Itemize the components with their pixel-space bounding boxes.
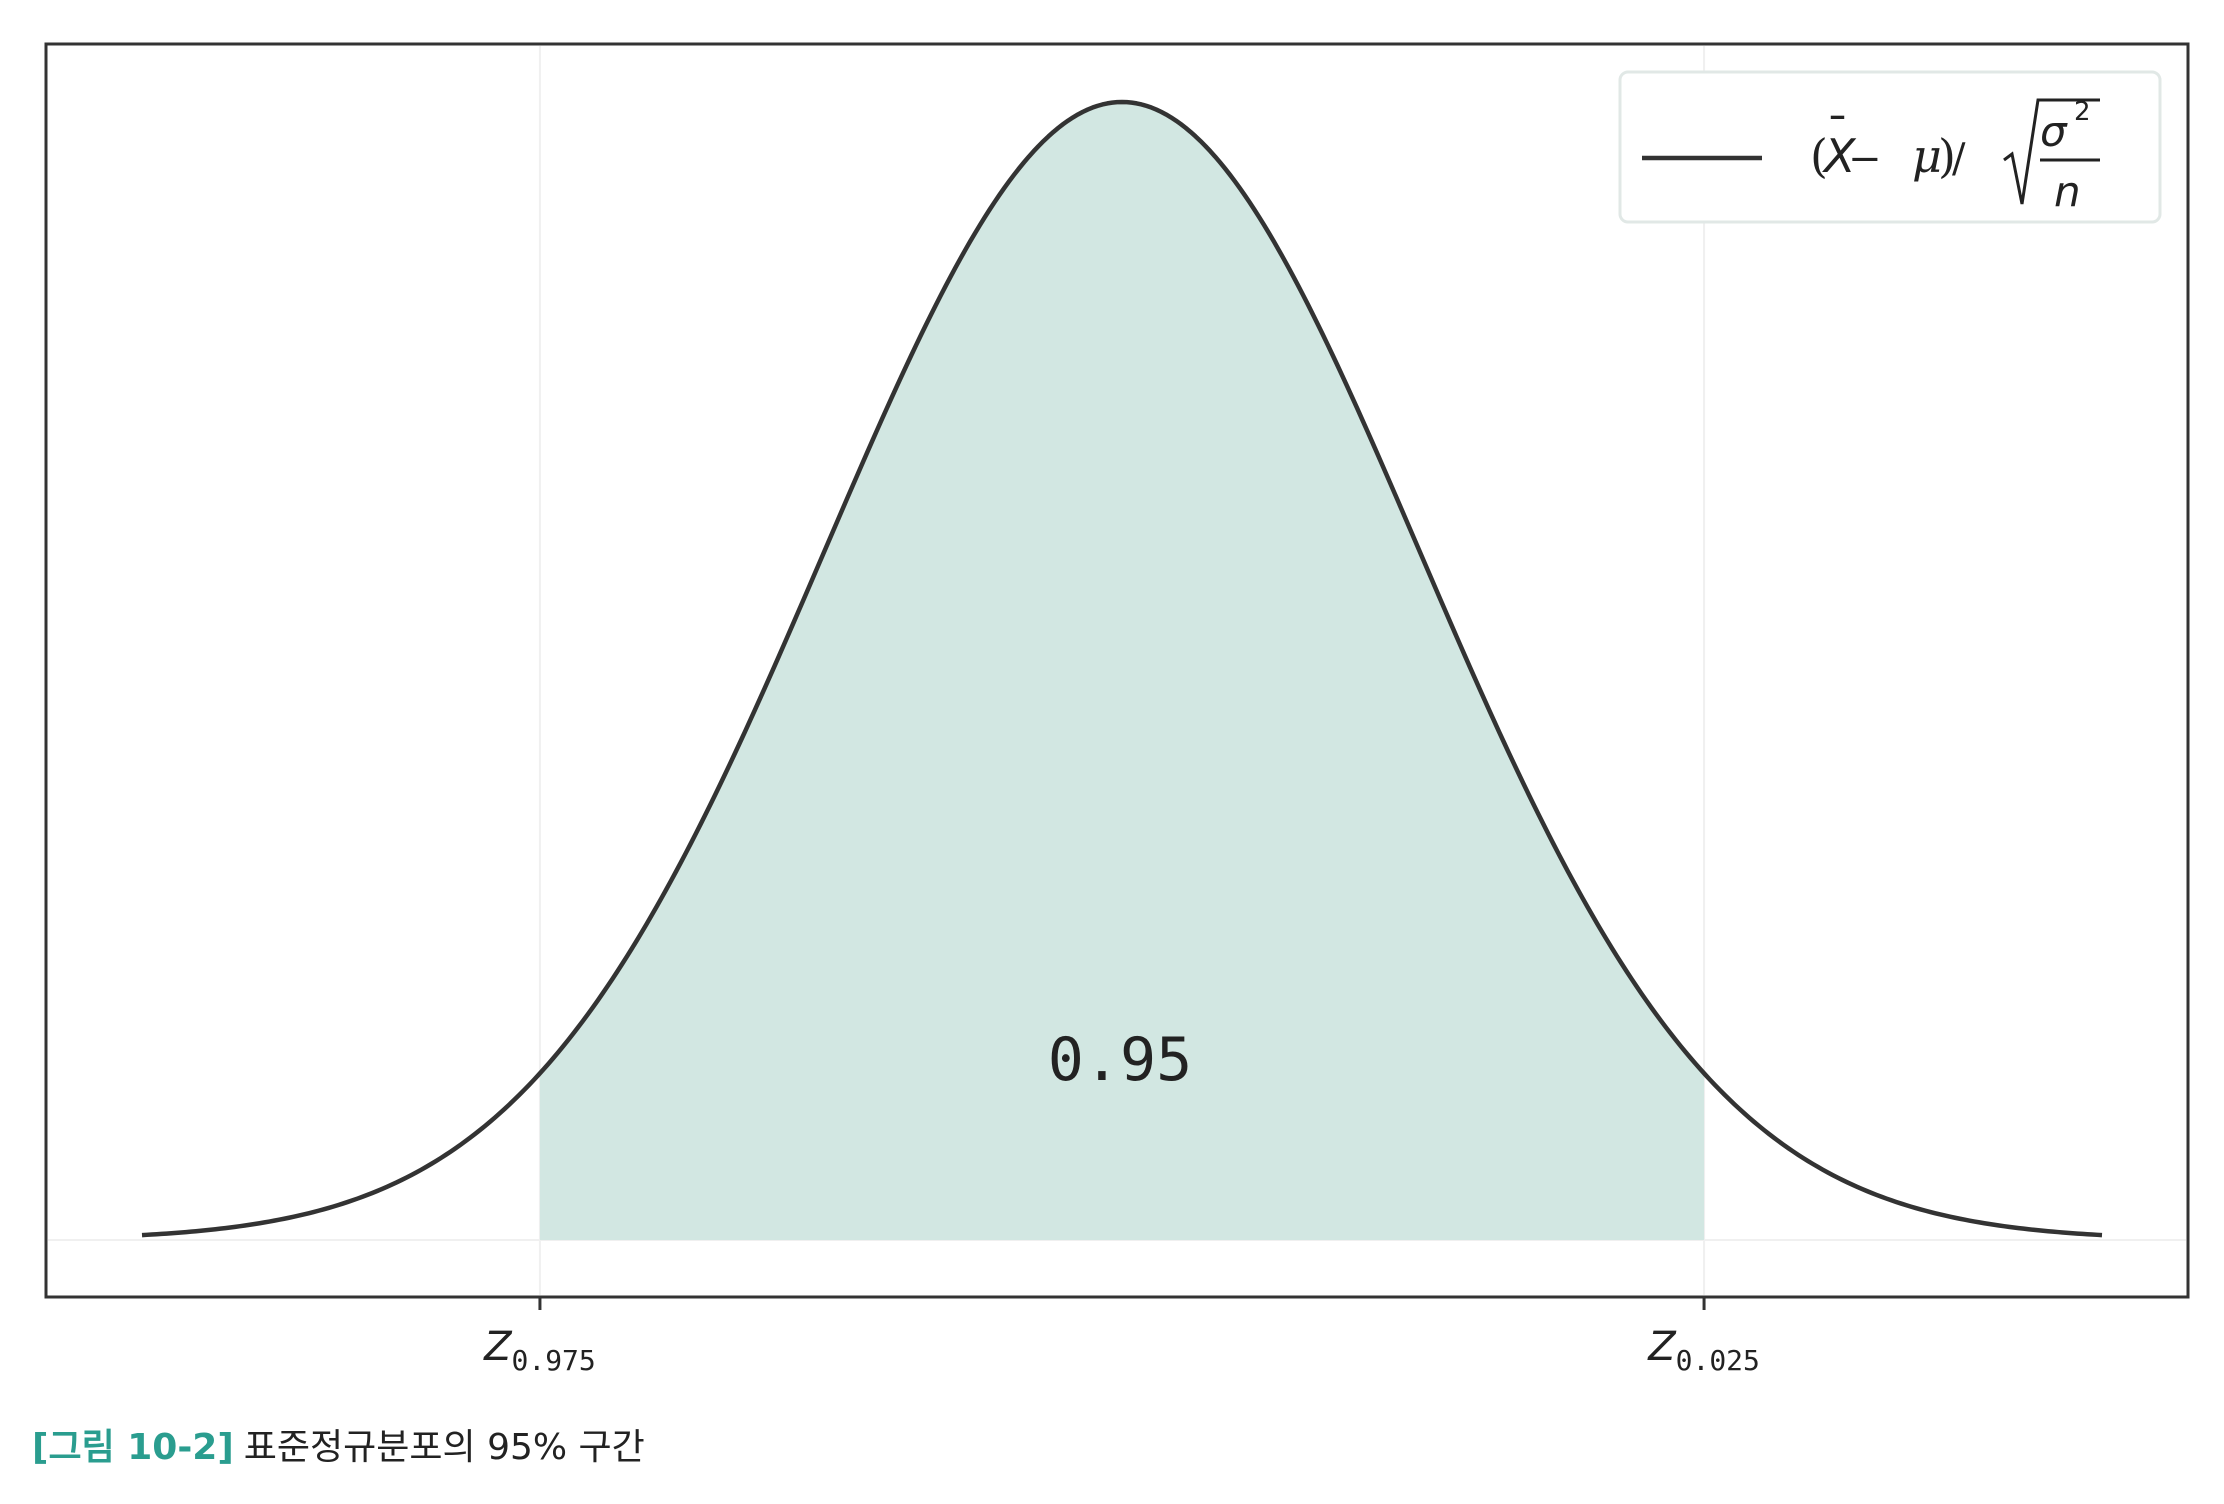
legend-close-paren: ) (1938, 129, 1956, 183)
shaded-area-95 (539, 102, 1705, 1240)
legend-n-symbol: n (2054, 167, 2081, 216)
legend-sqrt-sign (2003, 98, 2100, 205)
density-curve (141, 99, 2103, 1238)
figure-label: [그림 10-2] (32, 1427, 234, 1468)
area-label: 0.95 (1048, 1025, 1193, 1095)
figure-caption: [그림 10-2] 표준정규분포의 95% 구간 (32, 1418, 645, 1470)
legend-slash: / (1952, 136, 1966, 182)
legend-open-paren: ( (1810, 129, 1828, 183)
legend-mu-symbol: μ (1912, 129, 1942, 183)
legend: ( X ¯ − μ ) / σ 2 n (1618, 70, 2162, 224)
legend-square: 2 (2074, 97, 2091, 127)
x-axis-ticks: Z0.975 Z0.025 (483, 1297, 1760, 1377)
x-tick-label: Z0.975 (483, 1324, 596, 1377)
legend-sigma-symbol: σ (2040, 107, 2068, 156)
x-tick-label: Z0.025 (1647, 1324, 1760, 1377)
figure-caption-text: 표준정규분포의 95% 구간 (243, 1427, 645, 1468)
legend-bar-symbol: ¯ (1826, 107, 1849, 161)
legend-x-symbol: X (1822, 129, 1857, 183)
legend-minus: − (1848, 136, 1882, 182)
plot-frame (44, 42, 2190, 1299)
legend-formula: ( X ¯ − μ ) / σ 2 n (1810, 97, 2100, 216)
